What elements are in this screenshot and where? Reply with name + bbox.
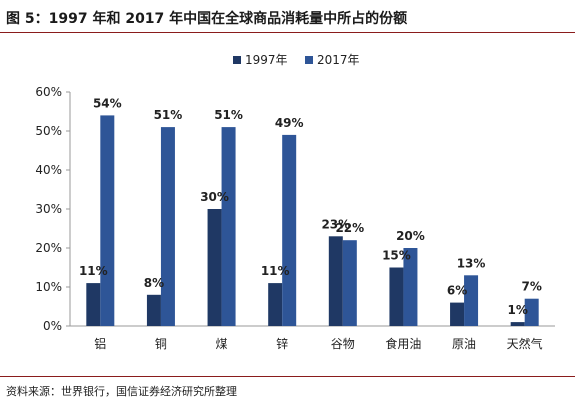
data-label: 15% bbox=[382, 249, 411, 263]
bar-2017-2 bbox=[221, 127, 236, 326]
y-tick-label: 40% bbox=[35, 163, 62, 177]
title-bar: 图 5：1997 年和 2017 年中国在全球商品消耗量中所占的份额 bbox=[0, 0, 575, 34]
data-label: 54% bbox=[93, 96, 122, 110]
data-label: 20% bbox=[396, 229, 425, 243]
bar-2017-7 bbox=[524, 298, 539, 326]
bar-1997-0 bbox=[86, 283, 101, 326]
legend-swatch bbox=[233, 56, 241, 64]
bar-1997-6 bbox=[450, 302, 465, 326]
bar-2017-0 bbox=[100, 115, 115, 327]
data-label: 51% bbox=[214, 108, 243, 122]
y-tick-label: 50% bbox=[35, 124, 62, 138]
bar-1997-7 bbox=[510, 322, 525, 326]
x-tick-label: 锌 bbox=[276, 337, 288, 351]
title-divider bbox=[0, 32, 575, 33]
x-tick-label: 铜 bbox=[155, 336, 167, 351]
bars-layer bbox=[86, 115, 539, 327]
bar-2017-4 bbox=[342, 240, 357, 326]
legend-label: 2017年 bbox=[317, 53, 360, 67]
data-label: 30% bbox=[200, 190, 229, 204]
bar-2017-3 bbox=[282, 134, 297, 326]
y-tick-label: 10% bbox=[35, 280, 62, 294]
x-tick-label: 煤 bbox=[216, 337, 228, 351]
y-tick-label: 30% bbox=[35, 202, 62, 216]
bar-1997-5 bbox=[389, 267, 404, 326]
data-label: 11% bbox=[261, 264, 290, 278]
bar-chart: 0% 10% 20% 30% 40% 50% 60% 铝 铜 煤 锌 谷物 食用油 原油 天然气 11% 54… bbox=[35, 53, 555, 351]
data-label: 22% bbox=[335, 221, 364, 235]
x-tick-label: 食用油 bbox=[385, 336, 421, 351]
data-label: 23% bbox=[321, 217, 350, 231]
x-tick-label: 原油 bbox=[452, 337, 476, 351]
data-label: 1% bbox=[508, 303, 528, 317]
source-divider bbox=[0, 376, 575, 377]
legend: 1997年 2017年 bbox=[233, 53, 360, 67]
data-labels-layer: 11% 54% 8% 51% 30% 51% 11% 49% 23%22% 15% 20% 6% 13%… bbox=[79, 96, 542, 317]
bar-1997-1 bbox=[146, 294, 161, 326]
bar-2017-1 bbox=[160, 127, 175, 326]
x-tick-label: 天然气 bbox=[507, 336, 543, 351]
data-label: 6% bbox=[447, 284, 467, 298]
data-label: 13% bbox=[457, 256, 486, 270]
data-label: 11% bbox=[79, 264, 108, 278]
data-label: 51% bbox=[154, 108, 183, 122]
data-label: 49% bbox=[275, 116, 304, 130]
y-tick-label: 20% bbox=[35, 241, 62, 255]
bar-2017-6 bbox=[464, 275, 479, 326]
data-label: 7% bbox=[522, 280, 542, 294]
legend-swatch bbox=[305, 56, 313, 64]
figure-title: 图 5：1997 年和 2017 年中国在全球商品消耗量中所占的份额 bbox=[6, 11, 408, 27]
bar-1997-4 bbox=[328, 236, 343, 326]
axis-layer: 0% 10% 20% 30% 40% 50% 60% 铝 铜 煤 锌 谷物 食用油 原油 天然气 bbox=[35, 85, 555, 351]
x-tick-label: 谷物 bbox=[331, 337, 355, 351]
bar-1997-3 bbox=[268, 283, 283, 326]
source-note: 资料来源：世界银行，国信证券经济研究所整理 bbox=[6, 385, 237, 398]
y-tick-label: 60% bbox=[35, 85, 62, 99]
bar-1997-2 bbox=[207, 209, 222, 326]
x-tick-label: 铝 bbox=[94, 336, 106, 351]
legend-label: 1997年 bbox=[245, 53, 288, 67]
y-tick-label: 0% bbox=[43, 319, 62, 333]
data-label: 8% bbox=[144, 276, 164, 290]
bar-2017-5 bbox=[403, 248, 418, 326]
